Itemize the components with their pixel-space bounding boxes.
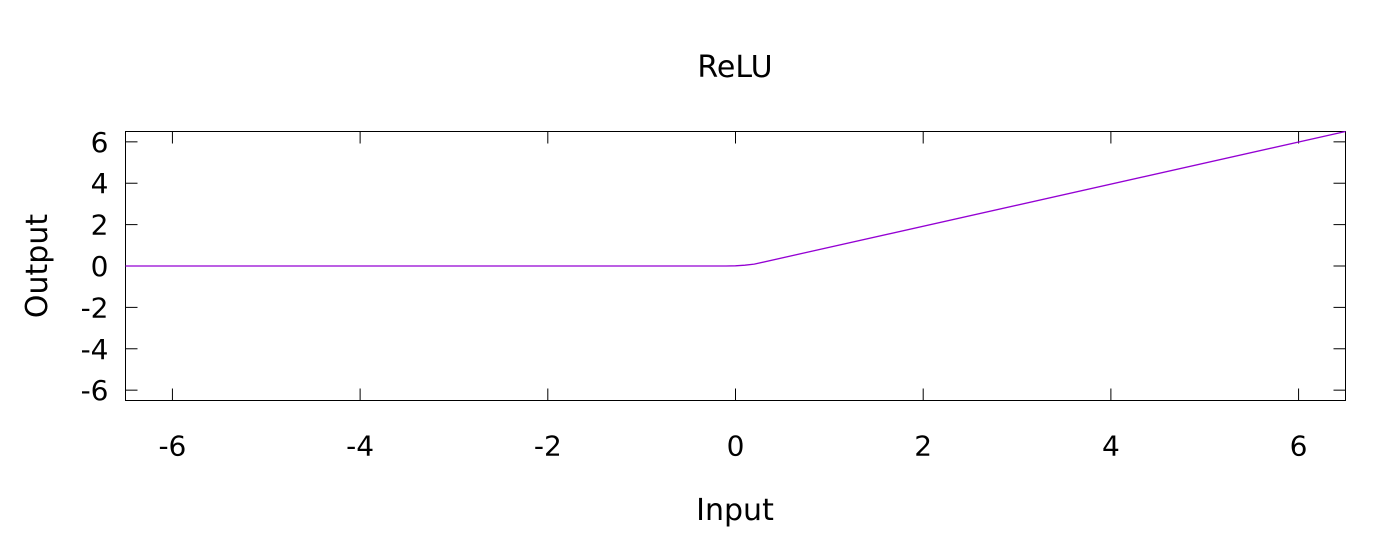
y-tick-label: 6 xyxy=(91,126,109,159)
x-axis-ticks: -6 -4 -2 0 2 4 6 xyxy=(158,131,1308,463)
x-tick-label: 0 xyxy=(727,430,745,463)
y-axis-ticks: -6 -4 -2 0 2 4 6 xyxy=(81,126,1346,407)
y-tick-label: -6 xyxy=(81,374,109,407)
relu-series-line xyxy=(125,130,1346,267)
y-tick-label: 4 xyxy=(91,167,109,200)
y-axis-title: Output xyxy=(20,214,55,318)
x-tick-label: -2 xyxy=(534,430,562,463)
y-tick-label: 2 xyxy=(91,209,109,242)
x-axis-title: Input xyxy=(696,493,774,528)
x-tick-label: -4 xyxy=(346,430,374,463)
chart-title: ReLU xyxy=(697,50,772,85)
y-tick-label: -4 xyxy=(81,333,109,366)
series-layer xyxy=(125,130,1346,267)
y-tick-label: 0 xyxy=(91,250,109,283)
y-tick-label: -2 xyxy=(81,291,109,324)
x-tick-label: 4 xyxy=(1102,430,1120,463)
x-tick-label: 2 xyxy=(914,430,932,463)
x-tick-label: -6 xyxy=(158,430,186,463)
x-tick-label: 6 xyxy=(1290,430,1308,463)
